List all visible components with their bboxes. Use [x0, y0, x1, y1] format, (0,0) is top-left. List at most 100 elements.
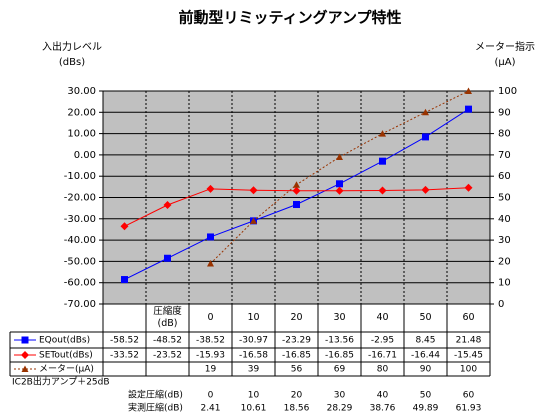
y-tick-label: -50.00	[64, 256, 96, 267]
x-tick-label-box: 40	[376, 312, 389, 323]
table-value: -30.97	[239, 336, 268, 346]
legend-label: メーター(μA)	[39, 364, 94, 375]
y2-tick-label: 60	[498, 171, 511, 182]
y2-tick-label: 50	[498, 193, 511, 204]
y-axis-unit: (dBs)	[59, 57, 85, 68]
y2-tick-label: 100	[498, 86, 517, 97]
marker-square	[21, 336, 29, 344]
x-tick-label-box: 20	[290, 312, 303, 323]
x-tick-label: 20	[290, 312, 303, 323]
marker-triangle	[336, 153, 343, 161]
table-value: -15.93	[196, 351, 225, 361]
y2-tick-label: 20	[498, 256, 511, 267]
y-tick-label: -30.00	[64, 214, 96, 225]
marker-square	[293, 201, 300, 209]
table-value: -16.44	[411, 351, 440, 361]
marker-diamond	[378, 186, 387, 195]
table-value: 39	[248, 365, 260, 375]
extra-caption: IC2B出力アンプ＋25dB	[12, 376, 110, 388]
table-value: 100	[460, 365, 477, 375]
table-value: -38.52	[196, 336, 225, 346]
y2-tick-label: 0	[498, 299, 504, 310]
marker-diamond	[163, 200, 172, 209]
x-tick-label: 60	[462, 312, 475, 323]
marker-diamond	[421, 185, 430, 194]
y-tick-label: 20.00	[67, 107, 96, 118]
y2-axis-label: メーター指示	[475, 40, 535, 53]
x-tick-label: 30	[333, 312, 346, 323]
marker-diamond	[335, 186, 344, 195]
x-tick-label: 0	[207, 312, 214, 323]
extra-value: 28.29	[327, 404, 353, 414]
y-tick-label: -10.00	[64, 171, 96, 182]
marker-square	[121, 276, 128, 284]
y2-axis-unit: (μA)	[494, 57, 515, 68]
extra-value: 61.93	[456, 404, 482, 414]
table-value: 19	[205, 365, 217, 375]
marker-triangle	[293, 181, 300, 188]
y2-tick-label: 40	[498, 214, 511, 225]
x-tick-label-box: 10	[247, 312, 260, 323]
extra-value: 40	[377, 391, 389, 401]
x-tick-label: 圧縮度(dB)	[153, 306, 182, 329]
marker-triangle	[21, 365, 29, 372]
marker-triangle	[422, 108, 429, 116]
legend-label: EQout(dBs)	[39, 336, 90, 346]
x-tick-label: 50	[419, 312, 432, 323]
table-value: -16.85	[325, 351, 354, 361]
table-value: -16.71	[368, 351, 397, 361]
table-value: 90	[420, 365, 432, 375]
y2-tick-label: 90	[498, 107, 511, 118]
marker-square	[207, 233, 214, 241]
y-tick-label: 30.00	[67, 86, 96, 97]
marker-triangle	[465, 87, 472, 94]
x-tick-label: 10	[247, 312, 260, 323]
extra-value: 10.61	[241, 404, 267, 414]
extra-row-label: 設定圧縮(dB)	[128, 389, 183, 401]
y-tick-label: 0.00	[74, 150, 96, 161]
extra-row-label: 実測圧縮(dB)	[128, 402, 183, 414]
marker-square	[379, 157, 386, 165]
x-tick-label-box: 60	[462, 312, 475, 323]
table-value: -2.95	[371, 336, 394, 346]
x-tick-label-box: 30	[333, 312, 346, 323]
extra-value: 38.76	[370, 404, 396, 414]
extra-value: 50	[420, 391, 432, 401]
table-value: -16.58	[239, 351, 268, 361]
y-tick-label: -60.00	[64, 278, 96, 289]
extra-value: 20	[291, 391, 303, 401]
table-value: -15.45	[454, 351, 483, 361]
marker-square	[336, 180, 343, 188]
y-tick-label: -70.00	[64, 299, 96, 310]
marker-square	[164, 254, 171, 262]
y-tick-label: 10.00	[67, 129, 96, 140]
table-value: 80	[377, 365, 389, 375]
marker-diamond	[206, 184, 215, 193]
x-tick-label-box: 圧縮度(dB)	[153, 306, 182, 329]
extra-value: 0	[208, 391, 214, 401]
marker-diamond	[292, 186, 301, 195]
x-tick-label-box: 0	[207, 312, 214, 323]
table-value: -13.56	[325, 336, 354, 346]
chart-title: 前動型リミッティングアンプ特性	[178, 9, 401, 27]
x-tick-label: 40	[376, 312, 389, 323]
extra-value: 18.56	[284, 404, 310, 414]
table-value: 8.45	[415, 336, 435, 346]
extra-value: 60	[463, 391, 475, 401]
marker-square	[422, 133, 429, 141]
y2-tick-label: 80	[498, 129, 511, 140]
y-tick-label: -20.00	[64, 193, 96, 204]
marker-diamond	[21, 351, 29, 359]
marker-triangle	[250, 217, 257, 224]
legend-label: SETout(dBs)	[39, 351, 93, 361]
marker-square	[465, 105, 472, 113]
y2-tick-label: 70	[498, 150, 511, 161]
marker-diamond	[120, 222, 129, 231]
table-value: 56	[291, 365, 303, 375]
marker-diamond	[249, 186, 258, 195]
marker-diamond	[464, 183, 473, 192]
table-value: 21.48	[456, 336, 482, 346]
marker-triangle	[379, 130, 386, 137]
y-tick-label: -40.00	[64, 235, 96, 246]
